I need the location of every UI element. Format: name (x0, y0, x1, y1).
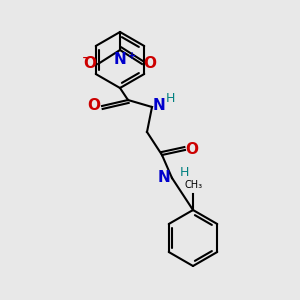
Text: CH₃: CH₃ (185, 180, 203, 190)
Text: +: + (128, 51, 136, 61)
Text: H: H (166, 92, 175, 106)
Text: N: N (157, 169, 170, 184)
Text: O: O (88, 98, 100, 113)
Text: O: O (143, 56, 157, 71)
Text: N: N (153, 98, 166, 112)
Text: H: H (180, 167, 189, 179)
Text: −: − (82, 53, 92, 63)
Text: O: O (185, 142, 199, 158)
Text: N: N (114, 52, 126, 67)
Text: O: O (83, 56, 97, 71)
